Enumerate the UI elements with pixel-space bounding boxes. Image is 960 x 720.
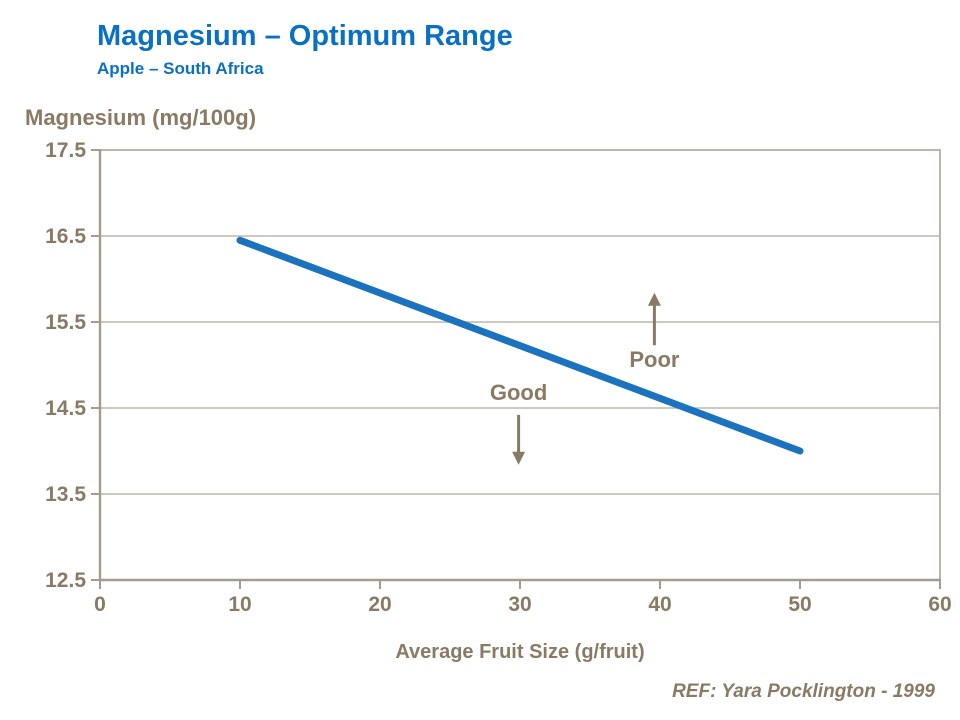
annotation-good-label: Good <box>489 380 548 406</box>
annotation-arrowhead-icon <box>647 292 661 306</box>
x-tick-label-60: 60 <box>928 593 951 616</box>
x-tick-label-20: 20 <box>368 593 391 616</box>
data-line-0 <box>236 236 804 455</box>
x-tick-label-10: 10 <box>228 593 251 616</box>
annotation-poor-label: Poor <box>629 346 680 372</box>
x-axis-title: Average Fruit Size (g/fruit) <box>395 641 645 663</box>
y-tick-label-13.5: 13.5 <box>45 483 86 506</box>
y-tick-label-14.5: 14.5 <box>45 397 86 420</box>
x-tick-label-30: 30 <box>508 593 531 616</box>
y-tick-label-16.5: 16.5 <box>45 225 86 248</box>
x-tick-label-0: 0 <box>94 593 106 616</box>
x-tick-label-50: 50 <box>788 593 811 616</box>
page-subtitle: Apple – South Africa <box>97 59 264 78</box>
y-axis-title: Magnesium (mg/100g) <box>25 105 257 130</box>
y-tick-label-12.5: 12.5 <box>45 569 86 592</box>
y-tick-label-17.5: 17.5 <box>45 139 86 162</box>
plot-border <box>99 149 941 581</box>
page-title: Magnesium – Optimum Range <box>97 20 513 52</box>
x-tick-label-40: 40 <box>648 593 671 616</box>
y-tick-label-15.5: 15.5 <box>45 311 86 334</box>
reference-text: REF: Yara Pocklington - 1999 <box>672 681 935 702</box>
annotation-arrowhead-icon <box>512 451 526 465</box>
